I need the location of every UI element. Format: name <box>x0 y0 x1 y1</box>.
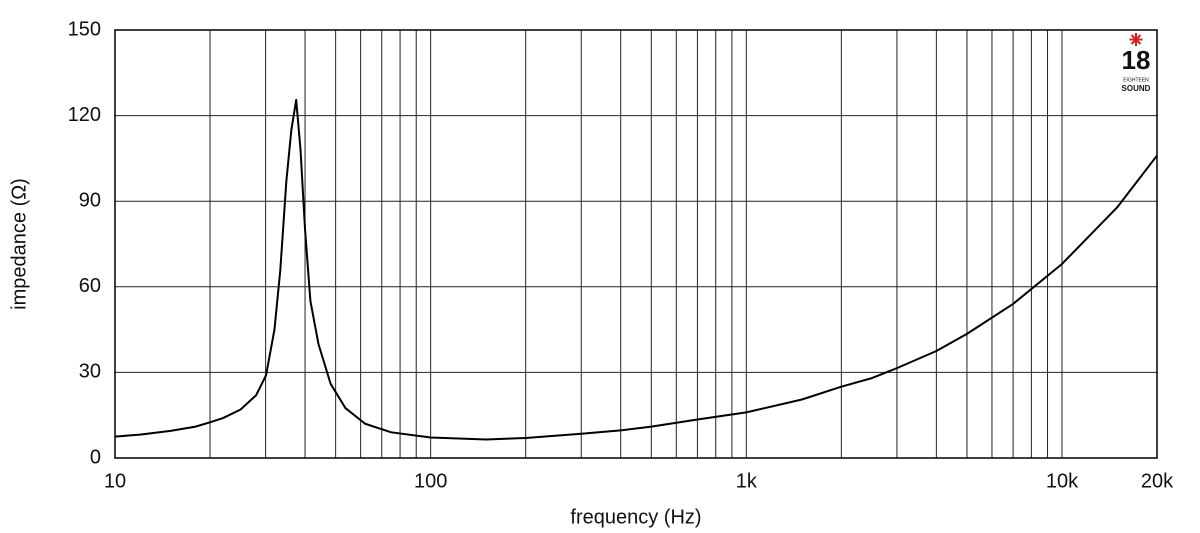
x-axis-label: frequency (Hz) <box>570 506 701 528</box>
plot-frame <box>114 29 1158 459</box>
y-tick-label: 90 <box>79 189 101 211</box>
x-tick-label: 10 <box>104 470 126 492</box>
y-tick-label: 150 <box>68 18 101 40</box>
logo-star <box>1129 33 1143 46</box>
y-axis-label: impedance (Ω) <box>8 178 30 310</box>
x-tick-label: 1k <box>736 470 758 492</box>
y-tick-label: 30 <box>79 361 101 383</box>
x-tick-label: 10k <box>1046 470 1079 492</box>
logo: 18 EIGHTEEN SOUND <box>1122 33 1151 93</box>
y-tick-label: 120 <box>68 104 101 126</box>
logo-sub: SOUND <box>1122 84 1151 93</box>
logo-name: EIGHTEEN <box>1123 77 1149 83</box>
y-tick-label: 0 <box>90 446 101 468</box>
x-tick-label: 100 <box>414 470 447 492</box>
logo-number: 18 <box>1122 45 1151 75</box>
x-tick-label: 20k <box>1141 470 1174 492</box>
impedance-curve <box>114 98 1158 441</box>
y-tick-label: 60 <box>79 275 101 297</box>
